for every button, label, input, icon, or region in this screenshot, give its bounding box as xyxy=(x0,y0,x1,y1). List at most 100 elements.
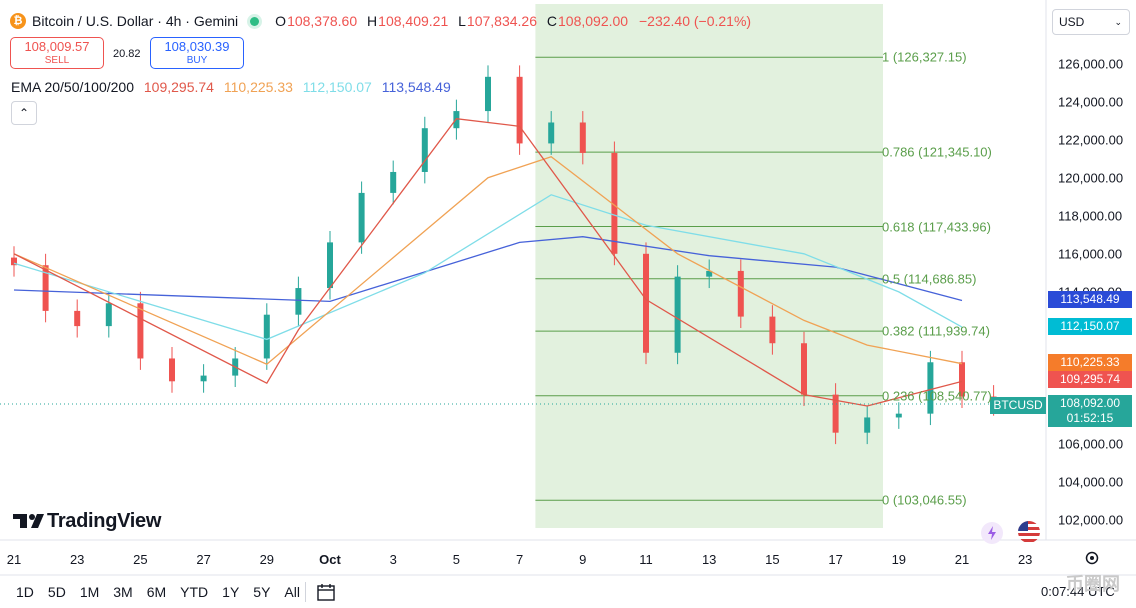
bar-countdown: 01:52:15 xyxy=(1066,411,1114,425)
candle-body xyxy=(263,314,270,359)
candle-body xyxy=(358,192,365,243)
range-5y-button[interactable]: 5Y xyxy=(253,584,271,600)
ema20-line xyxy=(13,118,963,407)
candle-body xyxy=(864,417,871,433)
currency-select[interactable]: USD ⌄ xyxy=(1052,9,1130,35)
candle-body xyxy=(42,265,49,311)
candle-body xyxy=(611,152,618,254)
ema20-price-tag: 109,295.74 xyxy=(1048,371,1132,388)
ema50-value: 110,225.33 xyxy=(223,79,293,95)
candle-body xyxy=(169,358,175,382)
time-axis-label: 3 xyxy=(389,552,397,567)
price-axis-label: 104,000.00 xyxy=(1058,474,1124,490)
price-axis-label: 120,000.00 xyxy=(1058,170,1124,186)
price-axis-label: 116,000.00 xyxy=(1058,246,1123,262)
range-toolbar: 1D 5D 1M 3M 6M YTD 1Y 5Y All xyxy=(16,584,314,600)
candle-body xyxy=(200,375,207,382)
candle-body xyxy=(295,288,302,315)
candle-body xyxy=(390,171,397,193)
candle-body xyxy=(579,122,586,153)
time-axis-label: 27 xyxy=(196,552,211,567)
ohlc-values: O108,378.60 H108,409.21 L107,834.26 C108… xyxy=(275,13,752,29)
candle-body xyxy=(674,276,681,353)
alerts-icon[interactable] xyxy=(981,522,1003,544)
ema20-value: 109,295.74 xyxy=(143,79,214,95)
calendar-icon[interactable] xyxy=(316,582,336,607)
candle-body xyxy=(832,394,839,433)
time-axis-label: 13 xyxy=(701,552,717,567)
candle-body xyxy=(421,128,428,172)
chart-header: ₿ Bitcoin / U.S. Dollar · 4h · Gemini O1… xyxy=(10,12,751,30)
settings-gear-icon[interactable] xyxy=(1084,550,1100,571)
time-axis-label: 21 xyxy=(954,552,970,567)
range-1m-button[interactable]: 1M xyxy=(79,584,100,600)
time-axis-label: 15 xyxy=(765,552,780,567)
range-5d-button[interactable]: 5D xyxy=(47,584,66,600)
price-axis-label: 106,000.00 xyxy=(1058,436,1124,452)
range-1y-button[interactable]: 1Y xyxy=(222,584,240,600)
range-all-button[interactable]: All xyxy=(284,584,300,600)
candle-body xyxy=(485,76,491,112)
candle-body xyxy=(927,362,934,414)
ema200-value: 113,548.49 xyxy=(381,79,451,95)
candle-body xyxy=(548,122,555,144)
time-axis-label: 17 xyxy=(828,552,843,567)
bitcoin-icon: ₿ xyxy=(10,13,26,29)
candle-body xyxy=(516,76,523,144)
last-price-tag: 108,092.00 01:52:15 xyxy=(1048,395,1132,427)
time-axis-label: 29 xyxy=(259,552,275,567)
price-axis-label: 102,000.00 xyxy=(1058,512,1124,528)
ema-legend[interactable]: EMA 20/50/100/200 109,295.74 110,225.33 … xyxy=(11,79,451,95)
price-axis-label: 118,000.00 xyxy=(1058,208,1123,224)
candle-body xyxy=(895,413,902,418)
buy-button[interactable]: 108,030.39 BUY xyxy=(150,37,244,69)
chevron-down-icon: ⌄ xyxy=(1114,17,1122,27)
watermark: 币圈网 xyxy=(1066,574,1120,594)
ema50-line xyxy=(13,155,963,365)
ema200-price-tag: 113,548.49 xyxy=(1048,291,1132,308)
ema100-value: 112,150.07 xyxy=(302,79,372,95)
fib-label: 0.618 (117,433.96) xyxy=(882,219,991,234)
time-axis-label: Oct xyxy=(319,552,341,567)
collapse-legend-button[interactable]: ⌃ xyxy=(11,101,37,125)
fib-label: 0.382 (111,939.74) xyxy=(882,323,990,339)
fib-label: 1 (126,327.15) xyxy=(882,49,967,65)
range-3m-button[interactable]: 3M xyxy=(113,584,133,600)
time-axis-label: 9 xyxy=(579,552,587,567)
candle-body xyxy=(801,343,807,395)
us-flag-icon[interactable] xyxy=(1018,521,1040,543)
sell-button[interactable]: 108,009.57 SELL xyxy=(10,37,104,69)
market-status-icon xyxy=(250,16,260,26)
utc-clock[interactable]: 0:07:44 UTC xyxy=(1041,584,1115,599)
candle-body xyxy=(327,242,333,289)
candle-body xyxy=(706,270,713,277)
range-1d-button[interactable]: 1D xyxy=(16,584,34,600)
candle-body xyxy=(137,303,144,359)
candle-body xyxy=(105,303,112,327)
time-axis-label: 19 xyxy=(891,552,907,567)
symbol-title[interactable]: Bitcoin / U.S. Dollar · 4h · Gemini xyxy=(32,13,239,29)
candle-body xyxy=(11,257,17,266)
range-6m-button[interactable]: 6M xyxy=(146,584,167,600)
ema100-price-tag: 112,150.07 xyxy=(1048,318,1132,335)
fib-label: 0.5 (114,686.85) xyxy=(882,271,977,287)
time-axis-label: 7 xyxy=(515,552,524,567)
range-ytd-button[interactable]: YTD xyxy=(180,584,209,600)
fib-label: 0.786 (121,345.10) xyxy=(882,144,992,160)
tradingview-logo: TradingView xyxy=(13,510,161,533)
spread-value: 20.82 xyxy=(113,48,141,60)
candle-body xyxy=(643,253,649,353)
time-axis-label: 25 xyxy=(133,552,148,567)
candle-body xyxy=(959,362,965,397)
ema100-line xyxy=(13,194,963,341)
toolbar-separator xyxy=(305,582,306,602)
time-axis-label: 5 xyxy=(452,552,461,567)
ema50-price-tag: 110,225.33 xyxy=(1048,354,1132,371)
price-axis-label: 122,000.00 xyxy=(1058,132,1124,148)
price-change: −232.40 (−0.21%) xyxy=(638,13,752,29)
time-axis-label: 23 xyxy=(1017,552,1033,567)
symbol-tag: BTCUSD xyxy=(990,397,1046,414)
price-axis-label: 126,000.00 xyxy=(1058,56,1124,71)
candle-body xyxy=(769,316,776,344)
